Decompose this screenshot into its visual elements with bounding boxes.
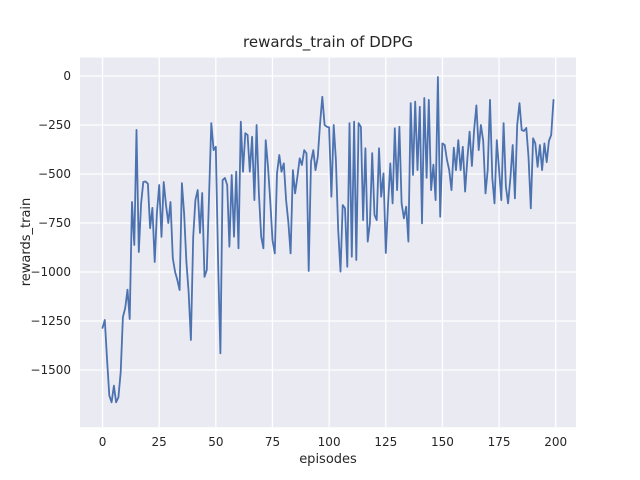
x-tick-label: 150 — [431, 435, 454, 449]
gridlines — [80, 57, 576, 428]
y-tick-label: −1500 — [30, 363, 71, 377]
x-tick-label: 75 — [265, 435, 280, 449]
y-tick-labels: 0 −250 −500 −750 −1000 −1250 −1500 — [30, 69, 71, 377]
rewards-train-line — [101, 76, 555, 404]
x-tick-labels: 0 25 50 75 100 125 150 175 200 — [99, 435, 567, 449]
x-tick-label: 125 — [374, 435, 397, 449]
y-tick-label: −500 — [38, 167, 71, 181]
chart-title: rewards_train of DDPG — [243, 33, 413, 52]
x-tick-label: 100 — [318, 435, 341, 449]
y-tick-label: 0 — [63, 69, 71, 83]
plot-area — [80, 57, 576, 428]
y-axis-label: rewards_train — [19, 198, 34, 287]
x-tick-label: 25 — [152, 435, 167, 449]
x-tick-label: 0 — [99, 435, 107, 449]
x-tick-label: 50 — [208, 435, 223, 449]
y-tick-label: −250 — [38, 118, 71, 132]
x-axis-label: episodes — [299, 452, 357, 467]
y-tick-label: −1250 — [30, 314, 71, 328]
x-tick-label: 175 — [488, 435, 511, 449]
y-tick-label: −750 — [38, 216, 71, 230]
y-tick-label: −1000 — [30, 265, 71, 279]
x-tick-label: 200 — [544, 435, 567, 449]
